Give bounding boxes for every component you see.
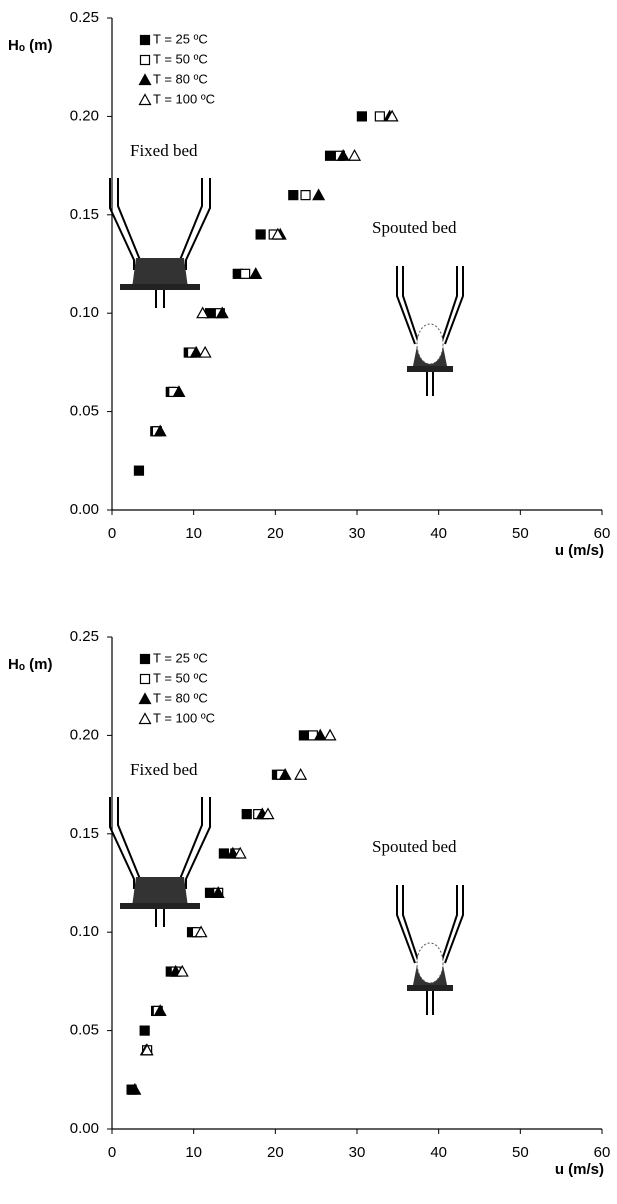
annotation: Fixed bed bbox=[130, 760, 198, 779]
marker bbox=[172, 385, 186, 398]
y-tick-label: 0.00 bbox=[70, 1120, 99, 1137]
y-tick-label: 0.25 bbox=[70, 9, 99, 26]
x-tick-label: 0 bbox=[108, 525, 116, 542]
marker bbox=[233, 846, 247, 859]
y-tick-label: 0.15 bbox=[70, 825, 99, 842]
x-tick-label: 30 bbox=[349, 1144, 366, 1161]
legend-label: T = 50 ºC bbox=[153, 670, 208, 685]
x-tick-label: 10 bbox=[185, 525, 202, 542]
marker bbox=[196, 306, 210, 319]
legend-label: T = 80 ºC bbox=[153, 71, 208, 86]
marker bbox=[374, 111, 385, 122]
marker bbox=[138, 93, 152, 106]
marker bbox=[211, 886, 225, 898]
marker bbox=[218, 848, 229, 859]
marker bbox=[278, 768, 292, 780]
x-tick-label: 40 bbox=[430, 525, 447, 542]
marker bbox=[323, 728, 337, 741]
marker bbox=[324, 150, 336, 161]
marker bbox=[348, 149, 362, 161]
marker bbox=[240, 268, 251, 279]
x-tick-label: 60 bbox=[594, 525, 611, 542]
marker bbox=[153, 1004, 167, 1017]
y-tick-label: 0.15 bbox=[70, 206, 99, 223]
marker bbox=[153, 424, 167, 437]
y-tick-label: 0.00 bbox=[70, 501, 99, 518]
x-tick-label: 50 bbox=[512, 525, 529, 542]
annotation: Spouted bed bbox=[372, 837, 457, 856]
y-tick-label: 0.20 bbox=[70, 726, 99, 743]
annotation: Fixed bed bbox=[130, 141, 198, 160]
legend-label: T = 100 ºC bbox=[153, 710, 215, 725]
marker bbox=[298, 730, 310, 741]
marker bbox=[175, 964, 189, 977]
y-tick-label: 0.10 bbox=[70, 304, 99, 321]
y-tick-label: 0.25 bbox=[70, 628, 99, 645]
marker bbox=[139, 34, 151, 46]
marker bbox=[140, 1043, 154, 1056]
legend-label: T = 25 ºC bbox=[153, 650, 208, 665]
x-tick-label: 30 bbox=[349, 525, 366, 542]
marker bbox=[241, 809, 252, 820]
marker bbox=[138, 712, 152, 725]
marker bbox=[198, 345, 212, 358]
marker bbox=[385, 109, 399, 122]
x-tick-label: 20 bbox=[267, 525, 284, 542]
x-tick-label: 20 bbox=[267, 1144, 284, 1161]
marker bbox=[139, 673, 151, 685]
chart: 0.00 0.05 0.10 0.15 0.20 0.25 0 10 20 30 40 50 60 Hₒ … bbox=[8, 628, 610, 1178]
x-tick-label: 40 bbox=[430, 1144, 447, 1161]
y-tick-label: 0.20 bbox=[70, 107, 99, 124]
x-tick-label: 50 bbox=[512, 1144, 529, 1161]
x-axis-label: u (m/s) bbox=[555, 1161, 604, 1178]
marker bbox=[139, 1025, 150, 1036]
legend-label: T = 25 ºC bbox=[153, 31, 208, 46]
legend-label: T = 100 ºC bbox=[153, 91, 215, 106]
marker bbox=[133, 465, 145, 476]
x-tick-label: 60 bbox=[594, 1144, 611, 1161]
fixed-bed-icon bbox=[109, 177, 211, 309]
marker bbox=[139, 653, 151, 665]
x-tick-label: 10 bbox=[185, 1144, 202, 1161]
marker bbox=[294, 768, 308, 780]
marker bbox=[255, 229, 266, 240]
annotation: Spouted bed bbox=[372, 218, 457, 237]
marker bbox=[300, 190, 311, 201]
spouted-bed-icon bbox=[396, 884, 464, 1016]
marker bbox=[356, 111, 367, 122]
y-axis-label: Hₒ (m) bbox=[8, 37, 52, 54]
marker bbox=[271, 227, 285, 240]
marker bbox=[138, 692, 152, 705]
x-axis-label: u (m/s) bbox=[555, 542, 604, 559]
chart: 0.00 0.05 0.10 0.15 0.20 0.25 0 10 20 30 40 50 60 Hₒ … bbox=[8, 9, 610, 559]
marker bbox=[336, 149, 350, 161]
marker bbox=[215, 306, 229, 319]
x-tick-label: 0 bbox=[108, 1144, 116, 1161]
legend-label: T = 80 ºC bbox=[153, 690, 208, 705]
marker bbox=[128, 1082, 142, 1095]
marker bbox=[249, 267, 263, 279]
y-tick-label: 0.10 bbox=[70, 923, 99, 940]
marker bbox=[288, 190, 299, 201]
marker bbox=[313, 728, 327, 741]
marker bbox=[189, 345, 203, 358]
marker bbox=[194, 925, 208, 938]
spouted-bed-icon bbox=[396, 265, 464, 397]
marker bbox=[312, 188, 326, 201]
legend-label: T = 50 ºC bbox=[153, 51, 208, 66]
marker bbox=[138, 73, 152, 86]
y-tick-label: 0.05 bbox=[70, 1022, 99, 1039]
y-axis-label: Hₒ (m) bbox=[8, 656, 52, 673]
fixed-bed-icon bbox=[109, 796, 211, 928]
marker bbox=[261, 807, 275, 820]
marker bbox=[139, 54, 151, 66]
y-tick-label: 0.05 bbox=[70, 403, 99, 420]
